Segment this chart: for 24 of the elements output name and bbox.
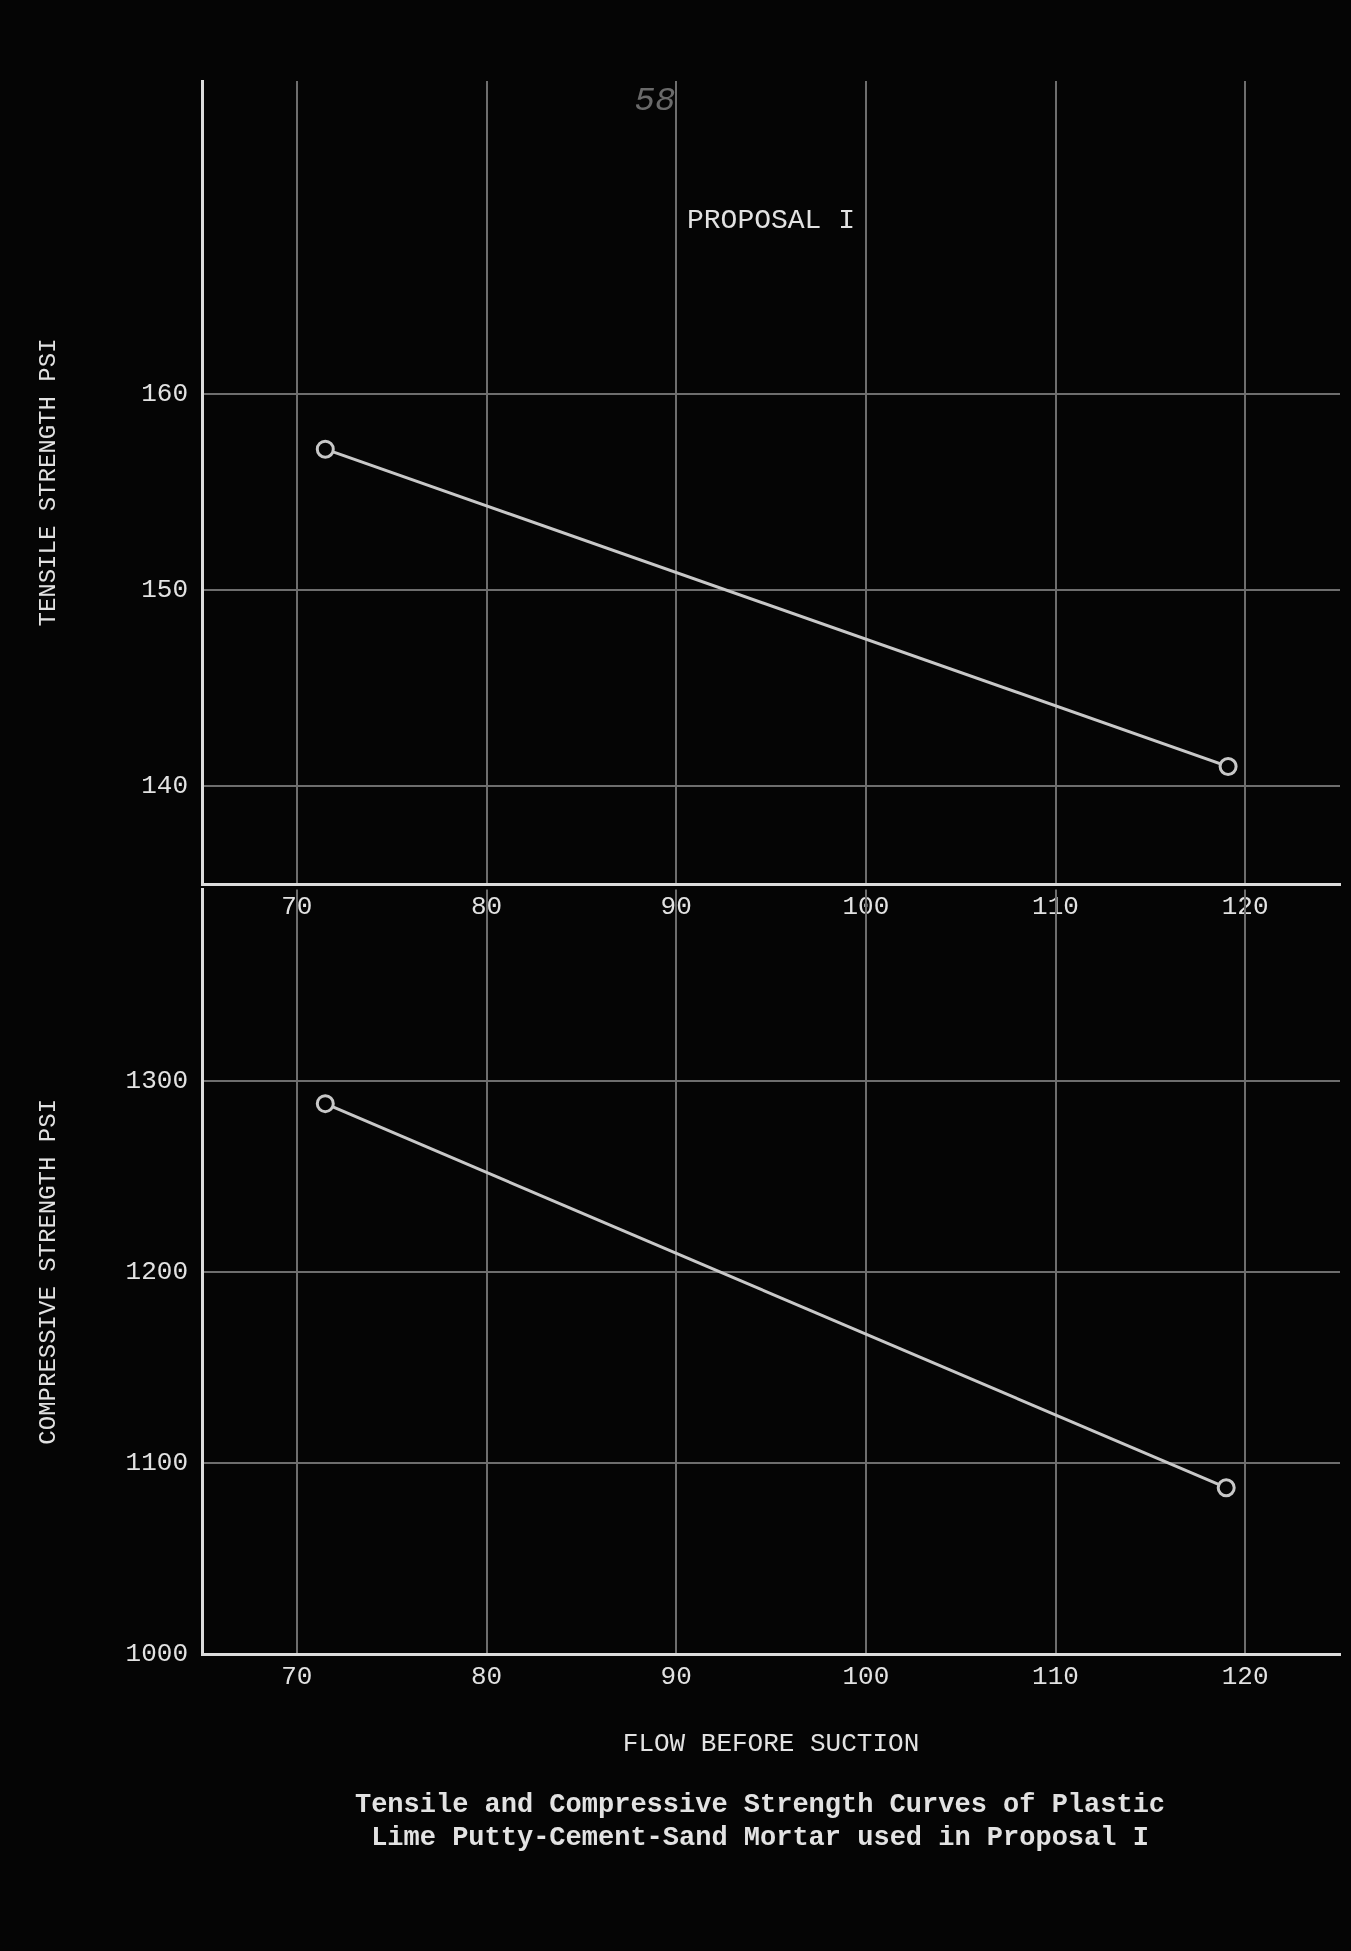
- annotation: 58: [634, 82, 676, 120]
- y-tick-label: 1000: [125, 1638, 188, 1669]
- text: Tensile and Compressive Strength Curves of Plastic: [354, 1789, 1166, 1820]
- y-tick-label: 160: [141, 379, 188, 410]
- x-tick-label: 120: [1221, 1662, 1269, 1693]
- x-tick-label: 70: [281, 1662, 313, 1693]
- x-tick-label: 80: [470, 892, 503, 923]
- x-axis-title: FLOW BEFORE SUCTION: [622, 1729, 920, 1760]
- y-tick-label: 150: [141, 575, 188, 606]
- x-tick-label: 100: [842, 1662, 890, 1693]
- y-tick-label: 1100: [125, 1447, 188, 1478]
- y-axis-title: TENSILE STRENGTH PSI: [34, 338, 62, 627]
- y-tick-label: 140: [141, 770, 188, 801]
- text: Lime Putty-Cement-Sand Mortar used in Proposal I: [371, 1822, 1149, 1853]
- x-tick-label: 70: [281, 892, 313, 923]
- text: PROPOSAL I: [686, 205, 856, 237]
- x-tick-label: 80: [470, 1662, 503, 1693]
- y-tick-label: 1200: [125, 1256, 188, 1287]
- x-tick-label: 90: [660, 1662, 692, 1693]
- x-tick-label: 110: [1032, 1662, 1079, 1693]
- x-tick-label: 120: [1221, 892, 1269, 923]
- x-tick-label: 90: [660, 892, 692, 923]
- y-tick-label: 1300: [125, 1065, 188, 1096]
- y-axis-title: COMPRESSIVE STRENGTH PSI: [34, 1098, 62, 1445]
